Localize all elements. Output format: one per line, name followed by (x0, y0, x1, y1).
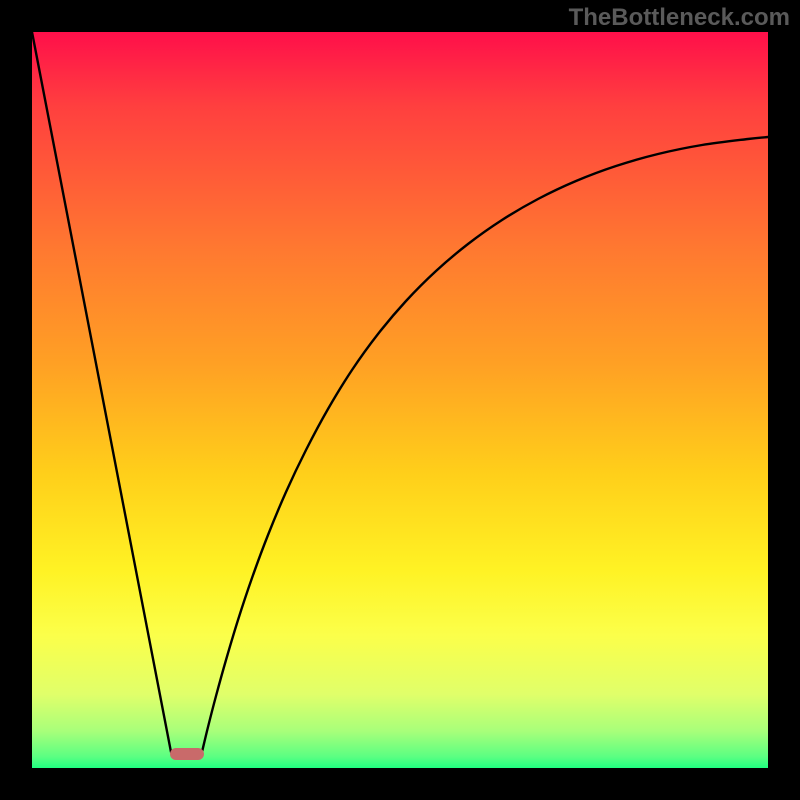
chart-container: TheBottleneck.com (0, 0, 800, 800)
right-curve (202, 137, 768, 752)
watermark-text: TheBottleneck.com (569, 4, 790, 32)
plot-area (32, 32, 768, 768)
curves-layer (32, 32, 768, 768)
bottom-marker (170, 748, 204, 760)
left-line (32, 32, 171, 752)
